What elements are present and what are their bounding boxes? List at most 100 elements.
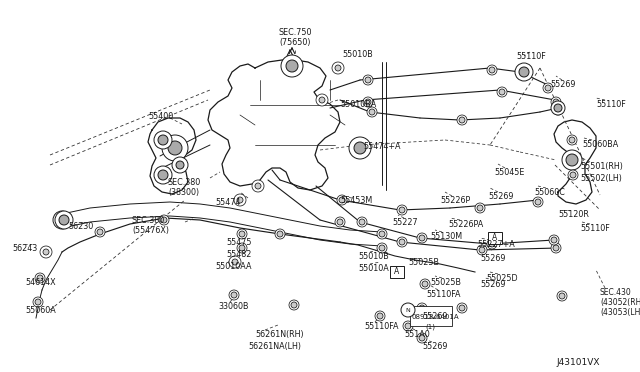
FancyBboxPatch shape: [390, 266, 404, 278]
Circle shape: [399, 207, 405, 213]
Text: 08918-6401A: 08918-6401A: [412, 314, 460, 320]
Text: (55476X): (55476X): [132, 226, 169, 235]
Circle shape: [405, 323, 411, 329]
Circle shape: [559, 293, 565, 299]
Text: 55010A: 55010A: [358, 264, 388, 273]
Circle shape: [40, 246, 52, 258]
Circle shape: [397, 205, 407, 215]
Text: 55501(RH): 55501(RH): [580, 162, 623, 171]
Circle shape: [255, 183, 261, 189]
Circle shape: [553, 245, 559, 251]
Text: 55474+A: 55474+A: [363, 142, 401, 151]
Circle shape: [555, 107, 561, 113]
Circle shape: [275, 229, 285, 239]
Circle shape: [569, 137, 575, 143]
Text: 55045E: 55045E: [494, 168, 524, 177]
Circle shape: [549, 235, 559, 245]
Circle shape: [457, 303, 467, 313]
Circle shape: [419, 305, 425, 311]
Circle shape: [497, 87, 507, 97]
Circle shape: [417, 333, 427, 343]
Circle shape: [154, 131, 172, 149]
Text: SEC.430: SEC.430: [600, 288, 632, 297]
Circle shape: [354, 142, 366, 154]
Text: (43053(LH): (43053(LH): [600, 308, 640, 317]
Circle shape: [566, 154, 578, 166]
Text: 55010AA: 55010AA: [215, 262, 252, 271]
Text: 55110FA: 55110FA: [426, 290, 461, 299]
Text: (1): (1): [425, 324, 435, 330]
Text: 55269: 55269: [550, 80, 575, 89]
Circle shape: [316, 94, 328, 106]
Circle shape: [401, 303, 415, 317]
Circle shape: [551, 237, 557, 243]
Circle shape: [477, 245, 487, 255]
Circle shape: [229, 290, 239, 300]
Text: 33060B: 33060B: [218, 302, 248, 311]
Circle shape: [419, 335, 425, 341]
Circle shape: [475, 203, 485, 213]
FancyBboxPatch shape: [410, 306, 452, 326]
Text: SEC.750: SEC.750: [278, 28, 312, 37]
Circle shape: [568, 170, 578, 180]
Text: 55130M: 55130M: [430, 232, 462, 241]
Text: 55110FA: 55110FA: [364, 322, 399, 331]
Circle shape: [459, 117, 465, 123]
Circle shape: [154, 166, 172, 184]
Circle shape: [515, 63, 533, 81]
Circle shape: [369, 109, 375, 115]
Circle shape: [239, 245, 245, 251]
Text: 55400: 55400: [148, 112, 173, 121]
Circle shape: [53, 211, 71, 229]
Circle shape: [399, 239, 405, 245]
Circle shape: [277, 231, 283, 237]
Circle shape: [551, 243, 561, 253]
Circle shape: [554, 104, 562, 112]
Text: 55475: 55475: [226, 238, 252, 247]
Circle shape: [232, 259, 238, 265]
Circle shape: [457, 115, 467, 125]
Circle shape: [489, 241, 495, 247]
Text: 55010B: 55010B: [358, 252, 388, 261]
Text: N: N: [406, 308, 410, 312]
Circle shape: [377, 229, 387, 239]
Circle shape: [234, 194, 246, 206]
Text: 55060A: 55060A: [25, 306, 56, 315]
Circle shape: [319, 97, 325, 103]
Text: 54614X: 54614X: [25, 278, 56, 287]
Circle shape: [339, 197, 345, 203]
Circle shape: [161, 217, 167, 223]
Circle shape: [553, 105, 563, 115]
Circle shape: [519, 67, 529, 77]
Circle shape: [557, 291, 567, 301]
Text: 55227: 55227: [392, 218, 418, 227]
Circle shape: [357, 217, 367, 227]
Text: 55110F: 55110F: [580, 224, 610, 233]
Circle shape: [335, 217, 345, 227]
Circle shape: [176, 161, 184, 169]
Text: J43101VX: J43101VX: [556, 358, 600, 367]
Circle shape: [379, 245, 385, 251]
Circle shape: [375, 311, 385, 321]
Text: SEC.380: SEC.380: [132, 216, 165, 225]
Circle shape: [397, 237, 407, 247]
Text: 55502(LH): 55502(LH): [580, 174, 622, 183]
Circle shape: [97, 229, 103, 235]
Circle shape: [499, 89, 505, 95]
FancyBboxPatch shape: [488, 232, 502, 244]
Circle shape: [349, 137, 371, 159]
Text: 55482: 55482: [226, 250, 252, 259]
Circle shape: [363, 75, 373, 85]
Circle shape: [417, 303, 427, 313]
Circle shape: [420, 279, 430, 289]
Text: 55010B: 55010B: [342, 50, 372, 59]
Circle shape: [477, 205, 483, 211]
Circle shape: [545, 85, 551, 91]
Text: 55010BA: 55010BA: [340, 100, 376, 109]
Text: 55025D: 55025D: [486, 274, 518, 283]
Circle shape: [422, 281, 428, 287]
Text: 55025B: 55025B: [408, 258, 439, 267]
Text: 55474: 55474: [215, 198, 241, 207]
Circle shape: [289, 300, 299, 310]
Text: 55120R: 55120R: [558, 210, 589, 219]
